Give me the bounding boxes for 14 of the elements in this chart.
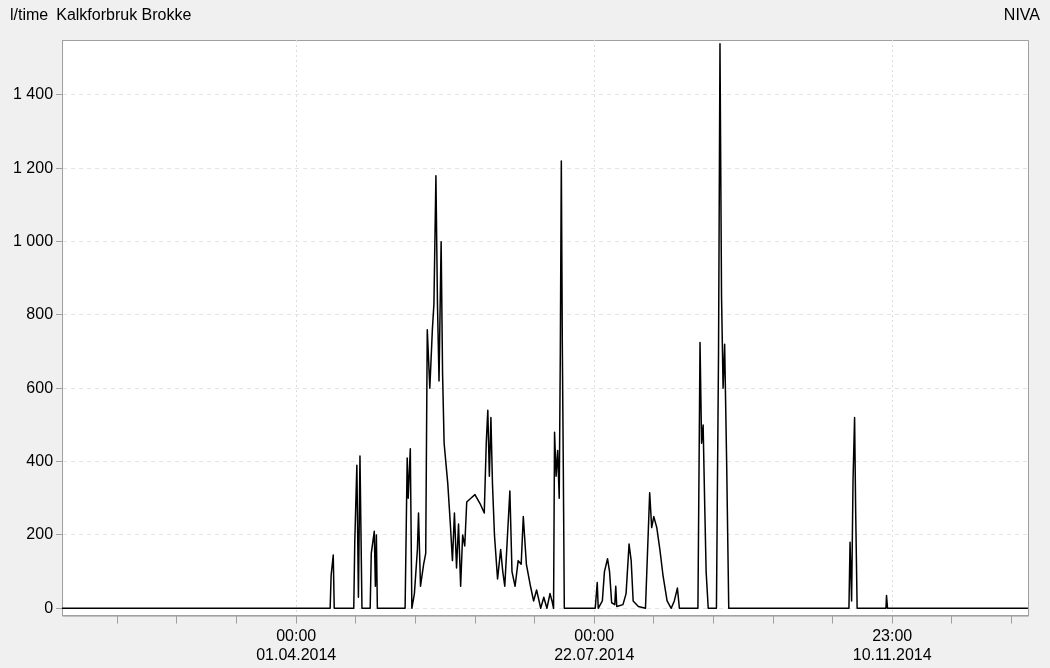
y-tick-label: 400 (26, 452, 54, 470)
x-tick-label: 00:00 22.07.2014 (554, 626, 635, 663)
y-axis-title: l/time (10, 6, 49, 24)
y-tick-label: 1 000 (12, 232, 54, 250)
text: NIVA (1003, 6, 1041, 24)
x-tick-label: 00:00 01.04.2014 (256, 626, 337, 663)
y-tick-label: 600 (26, 378, 54, 396)
y-tick-label: 800 (26, 305, 54, 323)
y-tick-label: 0 (44, 598, 54, 616)
x-tick-label: 23:00 10.11.2014 (852, 626, 932, 663)
y-tick-label: 1 400 (12, 85, 54, 103)
y-tick-label: 200 (26, 525, 54, 543)
chart-title: Kalkforbruk Brokke (56, 6, 192, 24)
y-tick-label: 1 200 (12, 158, 54, 176)
